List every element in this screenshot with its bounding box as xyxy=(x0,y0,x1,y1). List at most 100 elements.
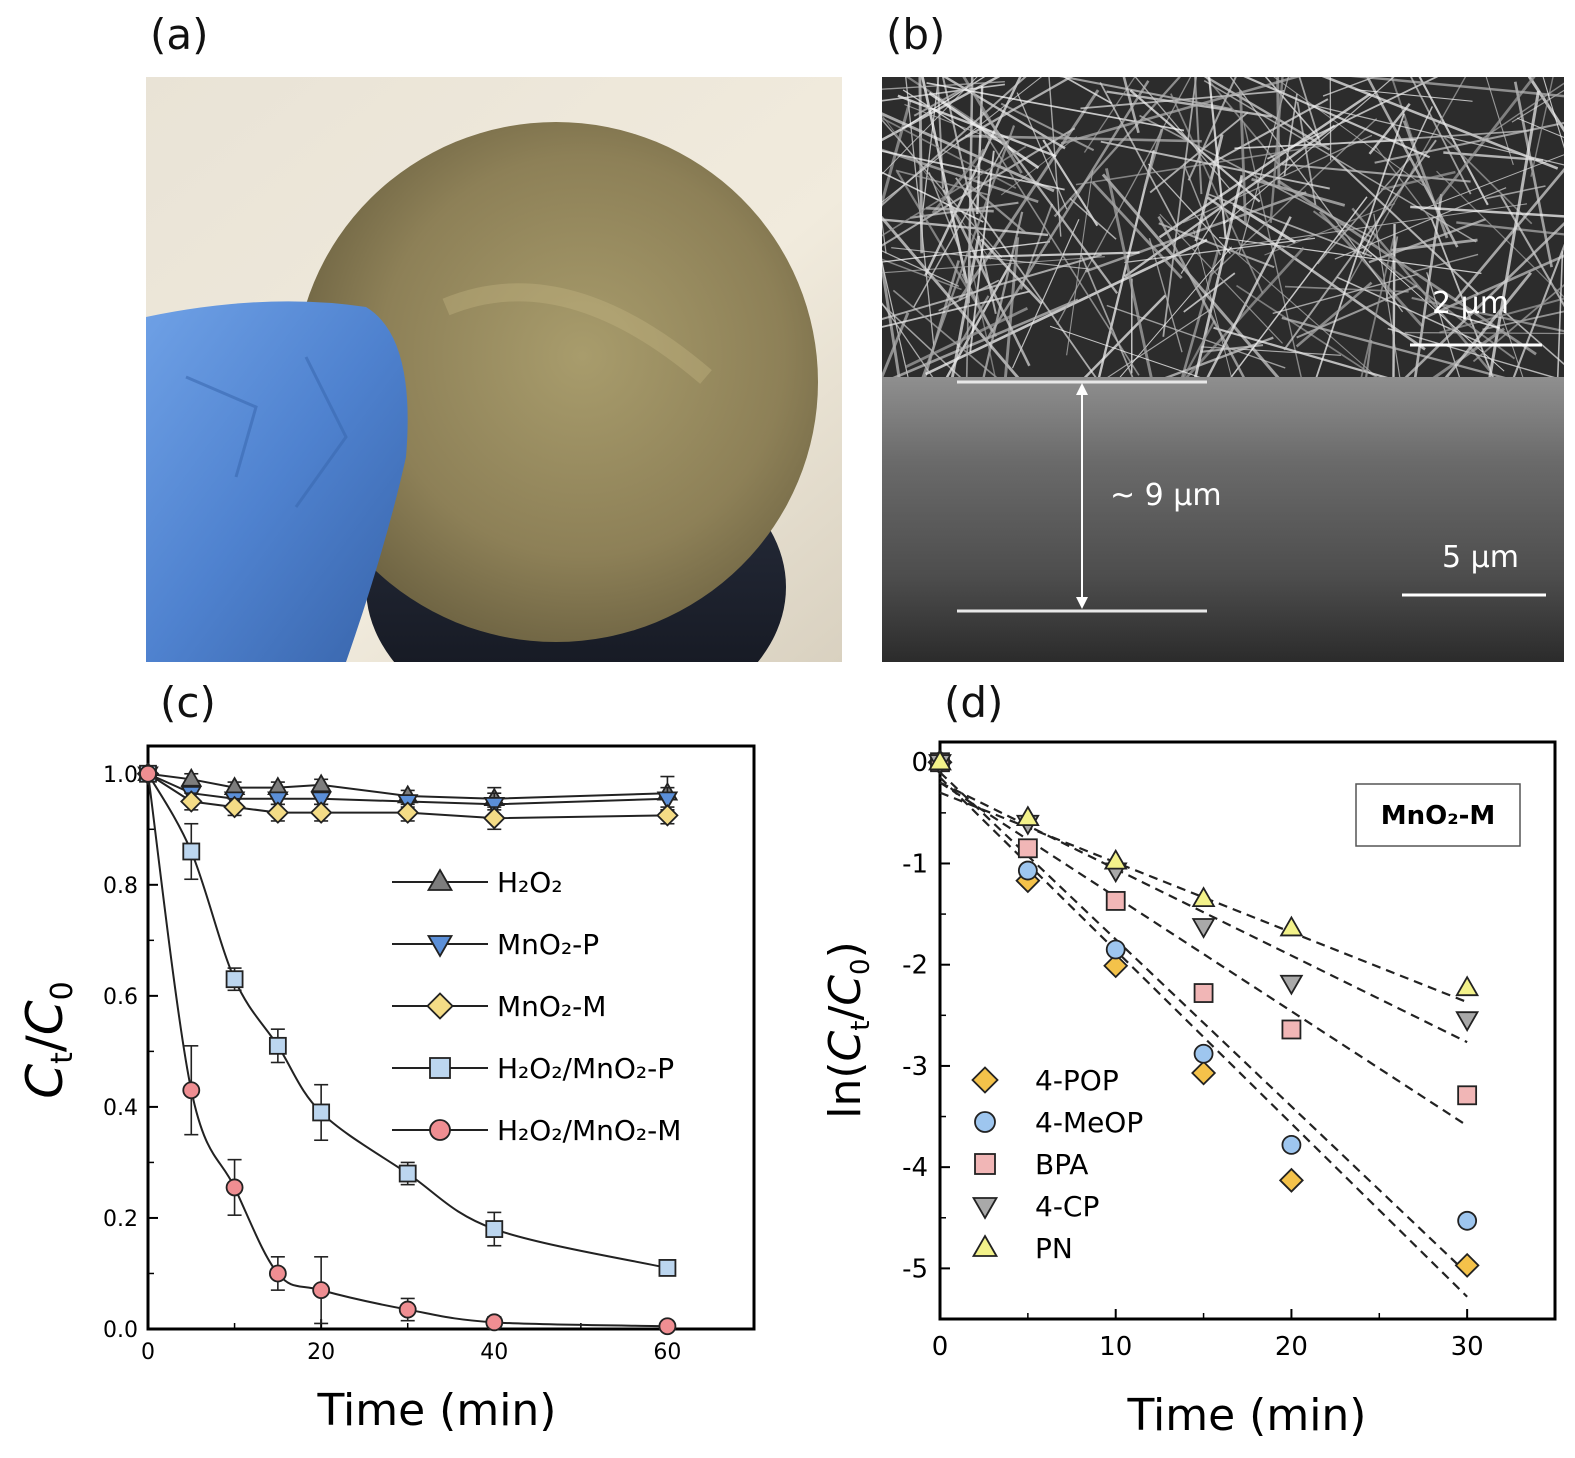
nanofiber xyxy=(1511,89,1564,123)
nanofiber xyxy=(905,77,935,346)
y-tick-label: 0.0 xyxy=(103,1318,138,1343)
nanofiber xyxy=(949,235,981,383)
membrane-photo xyxy=(146,77,842,662)
y-tick-label: -3 xyxy=(902,1052,928,1082)
nanofiber xyxy=(969,150,995,353)
data-point xyxy=(1279,915,1304,937)
y-tick-label: 0.6 xyxy=(103,985,138,1010)
data-point xyxy=(1455,975,1480,997)
nanofiber xyxy=(1219,236,1482,274)
nanofiber xyxy=(1284,285,1409,293)
legend-marker xyxy=(429,1119,451,1141)
nanofiber xyxy=(1482,310,1564,331)
nanofiber xyxy=(1264,203,1396,256)
data-point xyxy=(1457,1085,1478,1106)
x-tick-label: 0 xyxy=(141,1340,155,1365)
nanofiber xyxy=(1283,93,1298,177)
nanofiber xyxy=(1201,344,1264,353)
data-point xyxy=(485,1313,504,1332)
nanofiber xyxy=(1053,77,1181,218)
nanofiber xyxy=(1359,242,1505,372)
y-tick-label: -1 xyxy=(902,849,928,879)
legend-marker xyxy=(971,1066,999,1094)
y-tick-label: 0.2 xyxy=(103,1207,138,1232)
x-tick-label: 10 xyxy=(1099,1332,1132,1362)
panel-label-d: (d) xyxy=(944,678,1004,727)
nanofiber xyxy=(1223,77,1395,225)
data-point xyxy=(1191,1060,1217,1086)
nanofiber xyxy=(1106,90,1272,118)
nanofiber xyxy=(1472,283,1564,363)
nanofiber xyxy=(1296,101,1317,206)
series-line xyxy=(147,772,668,806)
nanofiber xyxy=(1453,167,1564,302)
nanofiber xyxy=(1502,309,1564,366)
data-point xyxy=(312,1281,331,1300)
y-tick-label: -5 xyxy=(902,1254,928,1284)
nanofiber xyxy=(1239,90,1247,224)
nanofiber xyxy=(882,218,1049,237)
sample-label: MnO₂-M xyxy=(1381,801,1496,831)
nanofiber xyxy=(1124,237,1316,264)
nanofiber xyxy=(891,247,1090,270)
legend-label: MnO₂-M xyxy=(497,990,606,1023)
legend-marker xyxy=(426,935,454,958)
nanofiber xyxy=(1157,215,1261,407)
nanofiber xyxy=(981,110,1119,295)
nanofiber xyxy=(1361,106,1434,255)
arrow-head-down xyxy=(1076,597,1088,609)
nanofiber xyxy=(1334,187,1507,260)
chart-d: 0 10 20 300-1-2-3-4-5 4-POP4-MeOPBPA4-CPPN … xyxy=(820,740,1557,1441)
nanofiber xyxy=(882,253,1102,321)
nanofiber xyxy=(1516,117,1564,138)
data-point xyxy=(268,1036,287,1055)
legend-marker xyxy=(426,992,454,1020)
chart-c-series xyxy=(136,762,679,1336)
sem-drawing: ~ 9 μm 2 μm 5 μm xyxy=(882,77,1564,662)
nanofiber xyxy=(1170,93,1264,294)
legend-marker xyxy=(974,1153,996,1175)
nanofiber xyxy=(1387,327,1564,382)
data-point xyxy=(1457,1210,1478,1231)
legend-label: H₂O₂ xyxy=(497,866,563,899)
data-point xyxy=(1193,1043,1214,1064)
nanofiber xyxy=(1295,281,1373,348)
nanofiber xyxy=(1500,195,1564,308)
chart-c-legend: H₂O₂ MnO₂-P MnO₂-M H₂O₂/MnO₂-P H₂O₂/MnO₂-M xyxy=(392,866,681,1147)
nanofiber xyxy=(1243,123,1311,416)
scale-label-bottom: 5 μm xyxy=(1442,540,1519,575)
nanofiber xyxy=(882,298,1079,385)
chart-c-ticks: 0 20 40 60 0.0 0.2 0.4 0.6 0.8 1.0 xyxy=(103,763,681,1365)
nanofiber xyxy=(1208,77,1227,239)
nanofiber xyxy=(985,80,1150,342)
nanofiber xyxy=(926,82,1185,132)
scale-label-top: 2 μm xyxy=(1432,286,1509,321)
nanofiber xyxy=(882,83,1006,102)
legend-label: 4-MeOP xyxy=(1035,1106,1143,1139)
legend-marker xyxy=(971,1234,999,1257)
nanofiber xyxy=(882,118,1003,259)
data-point xyxy=(1191,918,1216,939)
panel-label-a: (a) xyxy=(150,10,209,59)
legend-label: H₂O₂/MnO₂-P xyxy=(497,1052,674,1085)
nanofiber xyxy=(1100,140,1330,190)
data-point xyxy=(658,1259,677,1277)
nanofiber xyxy=(882,256,1105,274)
nanofiber xyxy=(1410,205,1564,218)
nanofiber xyxy=(1159,213,1283,344)
nanofiber xyxy=(1048,77,1062,237)
nanofiber xyxy=(1203,79,1477,243)
nanofiber xyxy=(1143,128,1164,188)
data-point xyxy=(1281,1019,1302,1040)
legend-label: H₂O₂/MnO₂-M xyxy=(497,1114,681,1147)
nanofiber xyxy=(941,77,997,315)
chart-c-x-axis-label: Time (min) xyxy=(317,1385,557,1436)
data-point xyxy=(312,1103,331,1122)
nanofiber xyxy=(904,306,1029,369)
chart-c-y-axis-label: Ct/C0 xyxy=(16,981,80,1099)
nanofiber xyxy=(910,125,1016,408)
y-tick-label: -2 xyxy=(902,951,928,981)
panel-label-c: (c) xyxy=(160,678,216,727)
legend-marker xyxy=(429,1057,451,1079)
data-point xyxy=(1455,1011,1480,1032)
